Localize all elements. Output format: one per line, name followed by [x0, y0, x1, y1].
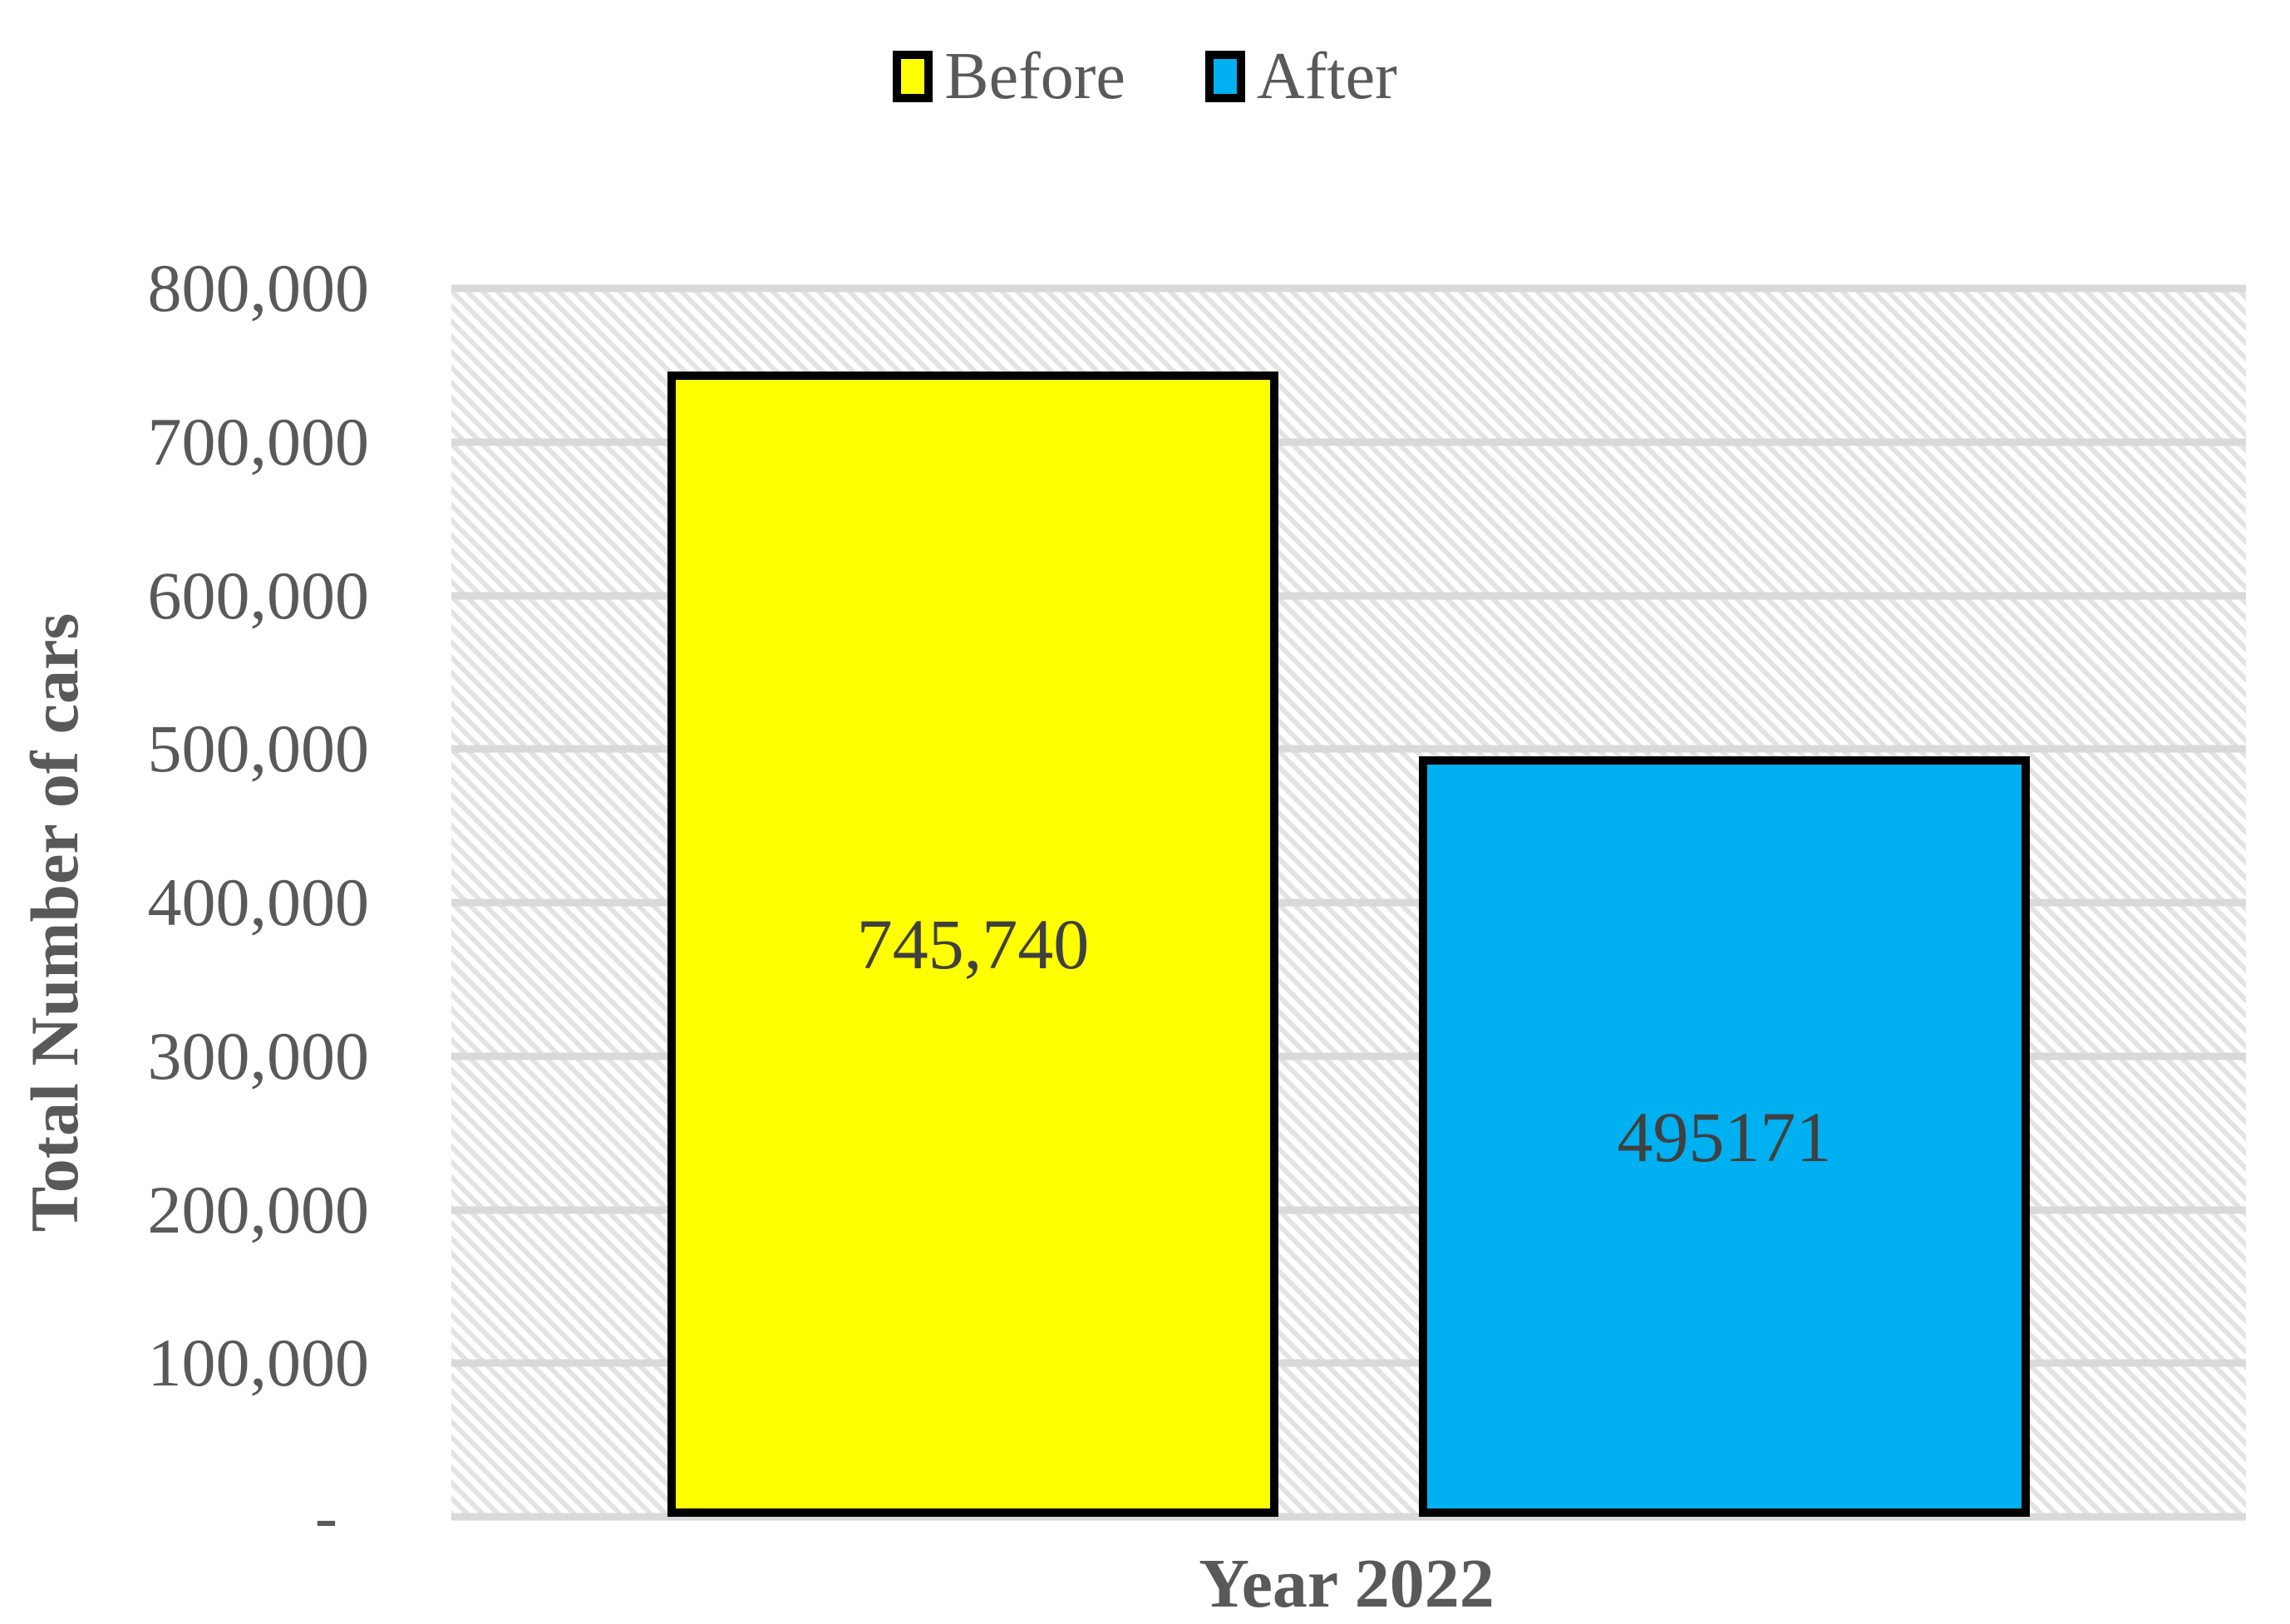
legend-label: Before: [944, 40, 1125, 113]
gridline: [451, 1206, 2246, 1213]
y-tick-label: 300,000: [147, 1017, 370, 1094]
y-tick-label: 600,000: [147, 557, 370, 633]
x-axis-label: Year 2022: [1199, 1545, 1495, 1622]
gridline: [451, 1052, 2246, 1061]
y-tick-label: -: [314, 1479, 337, 1554]
y-tick-label: 700,000: [147, 403, 370, 480]
gridline: [451, 592, 2246, 599]
legend-swatch-after: [1204, 51, 1245, 102]
x-axis-line: [451, 1513, 2246, 1521]
y-tick-label: 400,000: [147, 864, 370, 940]
y-tick-label: 200,000: [147, 1171, 370, 1248]
data-label-after: 495171: [1617, 1096, 1832, 1177]
plot-area: 745,740 495171: [451, 284, 2246, 1521]
legend-item-before: Before: [893, 43, 1125, 110]
legend-swatch-before: [893, 51, 933, 102]
gridline: [451, 1359, 2246, 1367]
gridline: [451, 438, 2246, 446]
legend-item-after: After: [1204, 40, 1397, 113]
y-tick-label: 100,000: [147, 1325, 370, 1401]
legend-label: After: [1256, 40, 1397, 113]
y-axis-title: Total Number of cars: [17, 613, 92, 1233]
gridline: [451, 898, 2246, 907]
y-tick-label: 800,000: [147, 250, 370, 326]
bar-after: 495171: [1419, 756, 2030, 1517]
gridline: [451, 745, 2246, 753]
bar-before: 745,740: [667, 372, 1278, 1517]
gridline: [451, 284, 2246, 293]
data-label-before: 745,740: [856, 904, 1090, 985]
y-tick-label: 500,000: [147, 711, 370, 787]
y-axis-tick-labels: 800,000 700,000 600,000 500,000 400,000 300,0…: [0, 254, 370, 1551]
chart-legend: Before After: [0, 43, 2290, 110]
